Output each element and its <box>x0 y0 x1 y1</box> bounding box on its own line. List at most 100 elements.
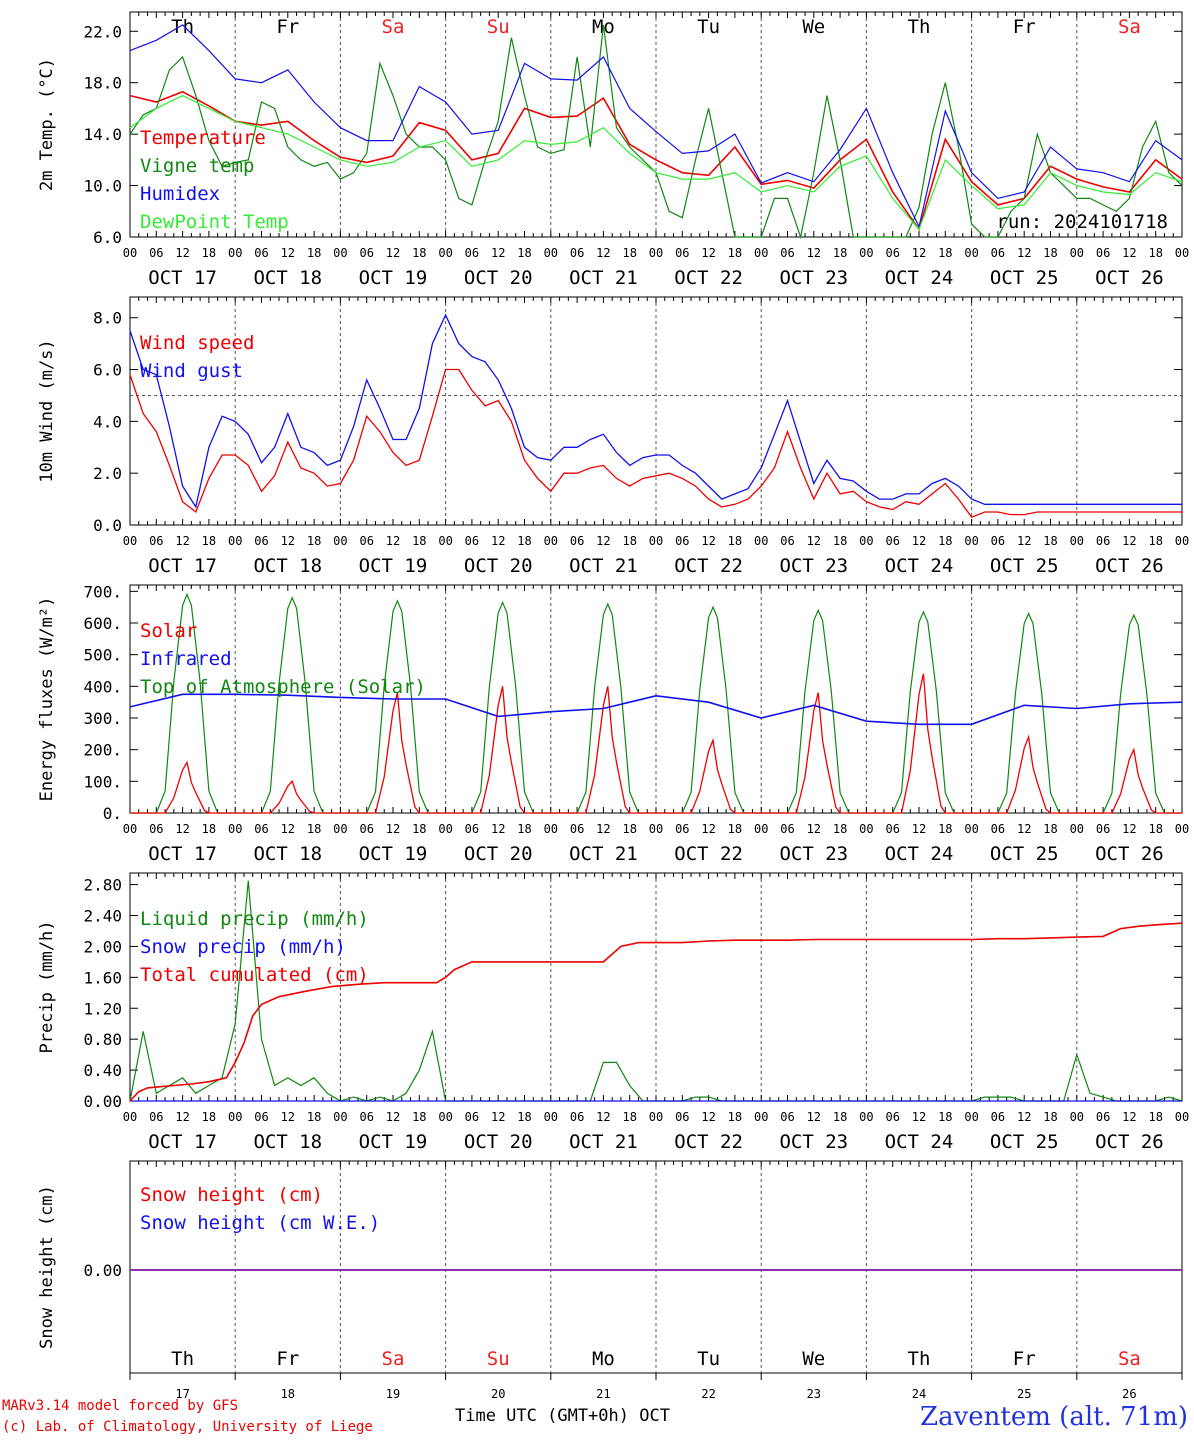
hour-tick-label: 12 <box>701 822 715 836</box>
hour-tick-label: 12 <box>386 822 400 836</box>
date-number: 24 <box>912 1387 926 1401</box>
hour-tick-label: 18 <box>622 1110 636 1124</box>
date-number: 17 <box>175 1387 189 1401</box>
date-label: OCT 26 <box>1095 267 1164 289</box>
hour-tick-label: 06 <box>359 822 373 836</box>
y-axis-title: Energy fluxes (W/m²) <box>37 597 57 802</box>
hour-tick-label: 18 <box>833 1110 847 1124</box>
y-tick-label: 14.0 <box>83 125 122 144</box>
hour-tick-label: 18 <box>412 534 426 548</box>
hour-tick-label: 18 <box>1148 1110 1162 1124</box>
hour-tick-label: 12 <box>1017 1110 1031 1124</box>
date-label: OCT 22 <box>674 843 743 865</box>
hour-tick-label: 00 <box>964 822 978 836</box>
legend-total-cumulated-cm-: Total cumulated (cm) <box>140 964 369 986</box>
hour-tick-label: 18 <box>938 534 952 548</box>
day-name: Fr <box>1013 1348 1036 1370</box>
date-label: OCT 21 <box>569 843 638 865</box>
hour-tick-label: 00 <box>754 822 768 836</box>
hour-tick-label: 06 <box>675 822 689 836</box>
hour-tick-label: 00 <box>333 1110 347 1124</box>
date-number: 21 <box>596 1387 610 1401</box>
y-tick-label: 2.40 <box>83 907 122 926</box>
series-total-cumulated-cm- <box>129 922 1183 1102</box>
hour-tick-label: 12 <box>596 822 610 836</box>
y-axis-title: Precip (mm/h) <box>37 920 57 1053</box>
date-label: OCT 26 <box>1095 843 1164 865</box>
hour-tick-label: 06 <box>359 246 373 260</box>
hour-tick-label: 12 <box>912 534 926 548</box>
hour-tick-label: 06 <box>570 246 584 260</box>
hour-tick-label: 06 <box>885 246 899 260</box>
hour-tick-label: 18 <box>728 822 742 836</box>
hour-tick-label: 06 <box>570 822 584 836</box>
hour-tick-label: 00 <box>438 822 452 836</box>
hour-tick-label: 12 <box>281 822 295 836</box>
date-label: OCT 17 <box>148 843 217 865</box>
hour-tick-label: 18 <box>622 534 636 548</box>
hour-tick-label: 00 <box>544 1110 558 1124</box>
hour-tick-label: 12 <box>596 246 610 260</box>
hour-tick-label: 00 <box>649 822 663 836</box>
y-axis-title: Snow height (cm) <box>37 1185 57 1349</box>
hour-tick-label: 06 <box>991 534 1005 548</box>
date-label: OCT 19 <box>359 1131 428 1153</box>
hour-tick-label: 18 <box>307 534 321 548</box>
hour-tick-label: 00 <box>123 822 137 836</box>
day-name: Sa <box>1118 16 1141 38</box>
hour-tick-label: 18 <box>1043 534 1057 548</box>
hour-tick-label: 00 <box>649 1110 663 1124</box>
date-label: OCT 19 <box>359 267 428 289</box>
day-name: Fr <box>276 16 299 38</box>
day-name: Sa <box>382 16 405 38</box>
date-number: 18 <box>281 1387 295 1401</box>
hour-tick-label: 00 <box>964 246 978 260</box>
hour-tick-label: 06 <box>991 1110 1005 1124</box>
hour-tick-label: 06 <box>1096 822 1110 836</box>
hour-tick-label: 18 <box>517 822 531 836</box>
hour-tick-label: 06 <box>570 534 584 548</box>
date-label: OCT 22 <box>674 267 743 289</box>
day-name: Tu <box>697 1348 720 1370</box>
hour-tick-label: 12 <box>1017 534 1031 548</box>
series-dewpoint-temp <box>129 94 1183 231</box>
date-label: OCT 20 <box>464 555 533 577</box>
hour-tick-label: 06 <box>149 246 163 260</box>
date-label: OCT 18 <box>253 1131 322 1153</box>
hour-tick-label: 18 <box>1043 1110 1057 1124</box>
hour-tick-label: 18 <box>517 246 531 260</box>
hour-tick-label: 00 <box>438 534 452 548</box>
hour-tick-label: 18 <box>202 822 216 836</box>
date-label: OCT 19 <box>359 843 428 865</box>
hour-tick-label: 18 <box>938 246 952 260</box>
hour-tick-label: 18 <box>622 822 636 836</box>
hour-tick-label: 12 <box>281 246 295 260</box>
hour-tick-label: 18 <box>833 822 847 836</box>
hour-tick-label: 12 <box>1017 822 1031 836</box>
day-name: We <box>802 16 825 38</box>
hour-tick-label: 00 <box>228 246 242 260</box>
date-label: OCT 19 <box>359 555 428 577</box>
hour-tick-label: 00 <box>333 822 347 836</box>
hour-tick-label: 00 <box>1070 822 1084 836</box>
legend-snow-height-cm-: Snow height (cm) <box>140 1184 323 1206</box>
hour-tick-label: 06 <box>780 534 794 548</box>
x-axis-title: Time UTC (GMT+0h) OCT <box>455 1406 670 1426</box>
hour-tick-label: 06 <box>1096 246 1110 260</box>
hour-tick-label: 12 <box>386 534 400 548</box>
legend-dewpoint-temp: DewPoint Temp <box>140 211 289 233</box>
day-name: Tu <box>697 16 720 38</box>
y-tick-label: 6.0 <box>93 228 122 247</box>
hour-tick-label: 06 <box>359 1110 373 1124</box>
date-label: OCT 25 <box>990 1131 1059 1153</box>
y-tick-label: 0.00 <box>83 1092 122 1111</box>
y-tick-label: 0.00 <box>83 1261 122 1280</box>
hour-tick-label: 00 <box>544 534 558 548</box>
date-label: OCT 17 <box>148 1131 217 1153</box>
hour-tick-label: 18 <box>307 822 321 836</box>
y-tick-label: 2.00 <box>83 937 122 956</box>
date-label: OCT 22 <box>674 1131 743 1153</box>
hour-tick-label: 12 <box>807 246 821 260</box>
date-label: OCT 18 <box>253 843 322 865</box>
y-tick-label: 100. <box>83 772 122 791</box>
